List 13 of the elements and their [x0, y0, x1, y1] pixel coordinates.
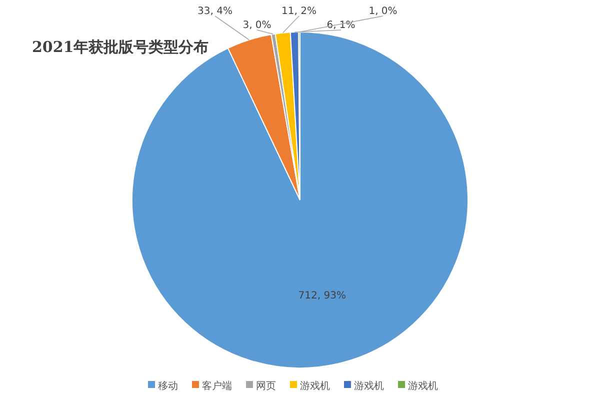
legend-label: 游戏机 — [300, 380, 330, 392]
legend-label: 游戏机 — [408, 380, 438, 392]
legend-label: 游戏机 — [354, 380, 384, 392]
data-label: 11, 2% — [282, 6, 316, 17]
data-label: 1, 0% — [368, 6, 398, 17]
legend-label: 客户端 — [202, 380, 232, 392]
text: 2021年获批版号类型分布 — [32, 38, 209, 56]
legend-label: 移动 — [158, 380, 178, 392]
data-label: 33, 4% — [198, 6, 232, 17]
data-label: 712, 93% — [298, 290, 346, 302]
data-label: 3, 0% — [242, 20, 272, 31]
legend-label: 网页 — [256, 381, 276, 392]
data-label: 6, 1% — [326, 20, 356, 31]
